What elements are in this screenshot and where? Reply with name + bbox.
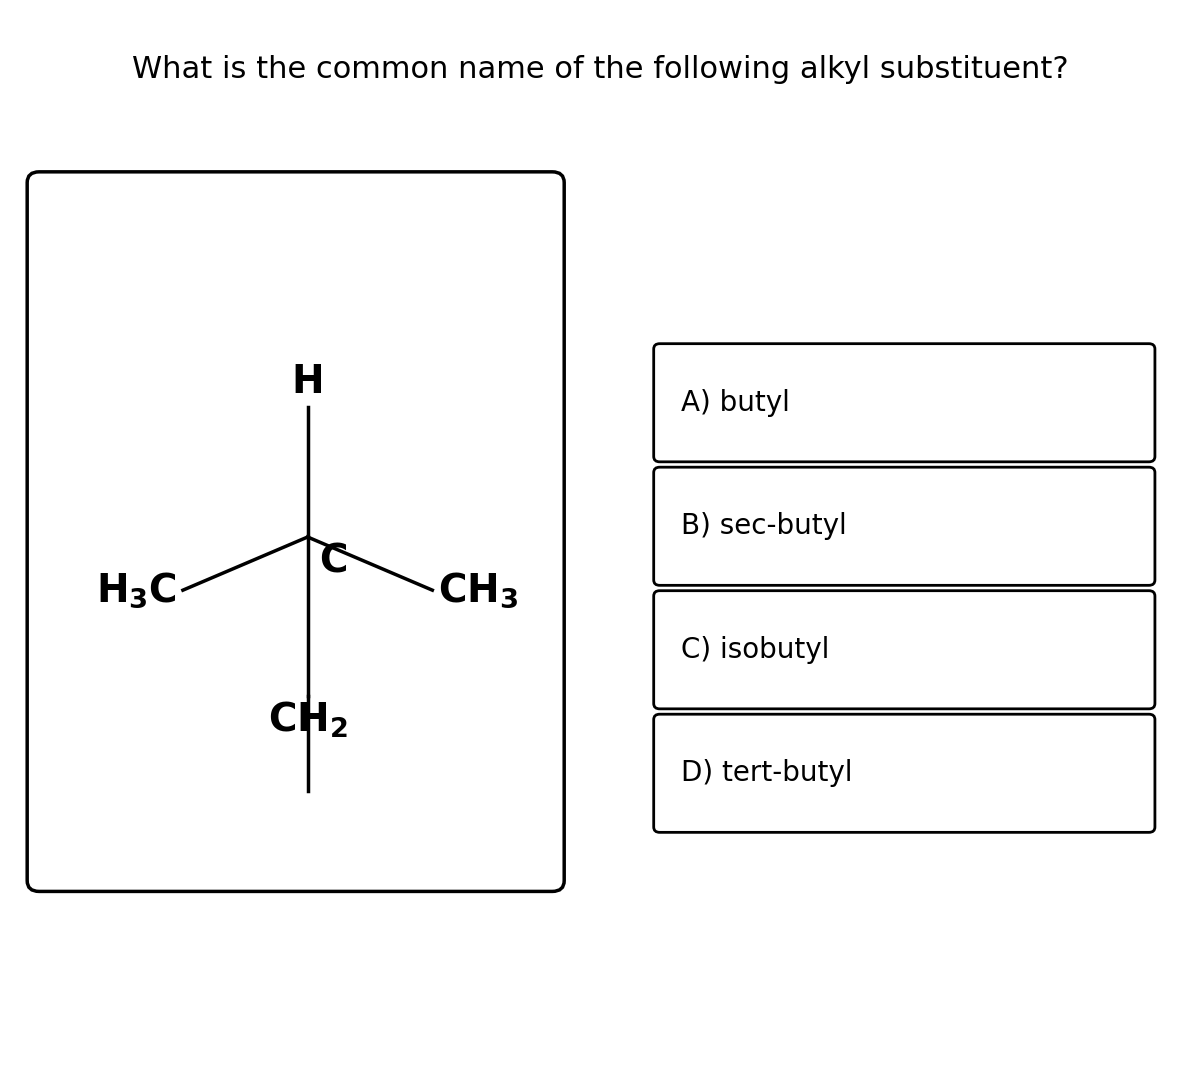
- FancyBboxPatch shape: [654, 467, 1154, 585]
- Text: What is the common name of the following alkyl substituent?: What is the common name of the following…: [132, 55, 1068, 85]
- FancyBboxPatch shape: [28, 172, 564, 891]
- Text: $\mathbf{CH_3}$: $\mathbf{CH_3}$: [438, 570, 518, 610]
- FancyBboxPatch shape: [654, 714, 1154, 832]
- FancyBboxPatch shape: [654, 344, 1154, 462]
- Text: $\mathbf{H_3C}$: $\mathbf{H_3C}$: [96, 570, 178, 610]
- Text: $\mathbf{CH_2}$: $\mathbf{CH_2}$: [268, 700, 348, 740]
- Text: A) butyl: A) butyl: [682, 389, 790, 417]
- Text: B) sec-butyl: B) sec-butyl: [682, 512, 847, 540]
- Text: H: H: [292, 363, 324, 401]
- Text: C) isobutyl: C) isobutyl: [682, 636, 829, 664]
- Text: C: C: [319, 542, 348, 580]
- Text: D) tert-butyl: D) tert-butyl: [682, 759, 853, 787]
- FancyBboxPatch shape: [654, 591, 1154, 709]
